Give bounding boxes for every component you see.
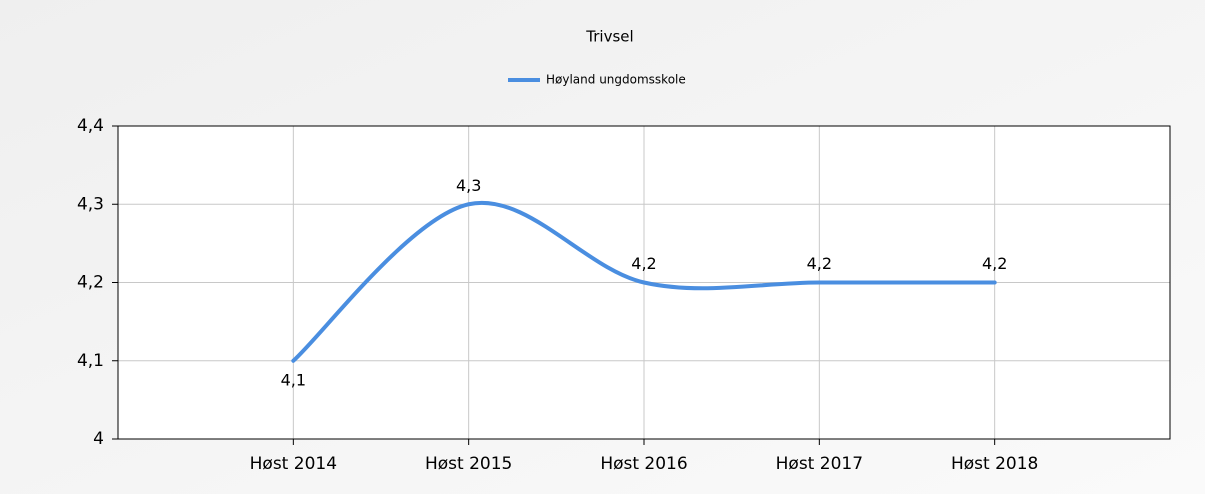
data-label: 4,1	[281, 370, 306, 389]
y-tick-label: 4,4	[77, 116, 104, 136]
x-tick-label: Høst 2015	[425, 454, 512, 474]
data-label: 4,2	[631, 254, 656, 273]
y-tick-label: 4,1	[77, 351, 104, 371]
y-tick-label: 4	[93, 429, 104, 449]
x-tick-label: Høst 2018	[951, 454, 1038, 474]
y-tick-label: 4,2	[77, 273, 104, 293]
x-tick-label: Høst 2016	[600, 454, 687, 474]
plot-border	[117, 125, 1171, 440]
x-tick-label: Høst 2017	[776, 454, 863, 474]
legend-label: Høyland ungdomsskole	[546, 73, 686, 87]
chart-title: Trivsel	[585, 28, 633, 46]
data-label: 4,3	[456, 176, 481, 195]
data-label: 4,2	[807, 254, 832, 273]
y-tick-label: 4,3	[77, 194, 104, 214]
line	[291, 200, 997, 363]
x-tick-label: Høst 2014	[250, 454, 337, 474]
data-label: 4,2	[982, 254, 1007, 273]
